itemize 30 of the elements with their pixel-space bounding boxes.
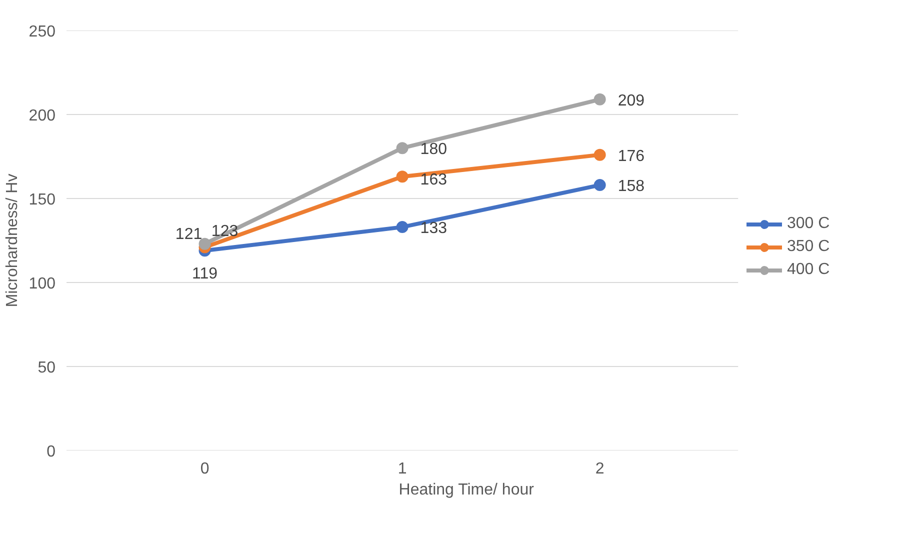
y-tick-label: 100 [28, 276, 56, 292]
data-label: 180 [420, 141, 448, 158]
legend-label: 350 C [787, 238, 830, 256]
point [594, 93, 606, 106]
data-label: 119 [192, 266, 218, 283]
data-label: 123 [211, 222, 238, 240]
y-tick-label: 0 [46, 444, 56, 460]
data-label: 209 [618, 92, 645, 110]
data-label: 121 [175, 226, 202, 244]
data-label: 158 [618, 178, 645, 196]
y-tick-label: 50 [38, 360, 56, 376]
y-tick-label: 200 [28, 108, 56, 124]
y-tick-label: 250 [28, 24, 56, 40]
point [594, 148, 606, 161]
y-tick-label: 150 [28, 192, 56, 208]
data-label: 176 [618, 148, 645, 165]
legend-label: 300 C [787, 215, 830, 233]
x-tick-label: 0 [200, 460, 210, 478]
point [594, 179, 606, 192]
x-axis-title: Heating Time/ hour [398, 482, 535, 498]
x-tick-label: 1 [398, 460, 407, 478]
point [396, 170, 408, 183]
data-label: 133 [420, 220, 448, 238]
point [396, 142, 408, 154]
x-tick-label: 2 [595, 460, 604, 478]
point [198, 238, 211, 250]
data-label: 163 [420, 172, 448, 189]
legend-label: 400 C [787, 261, 830, 279]
point [396, 221, 408, 234]
y-axis-title: Microhardness/ Hv [4, 174, 21, 308]
